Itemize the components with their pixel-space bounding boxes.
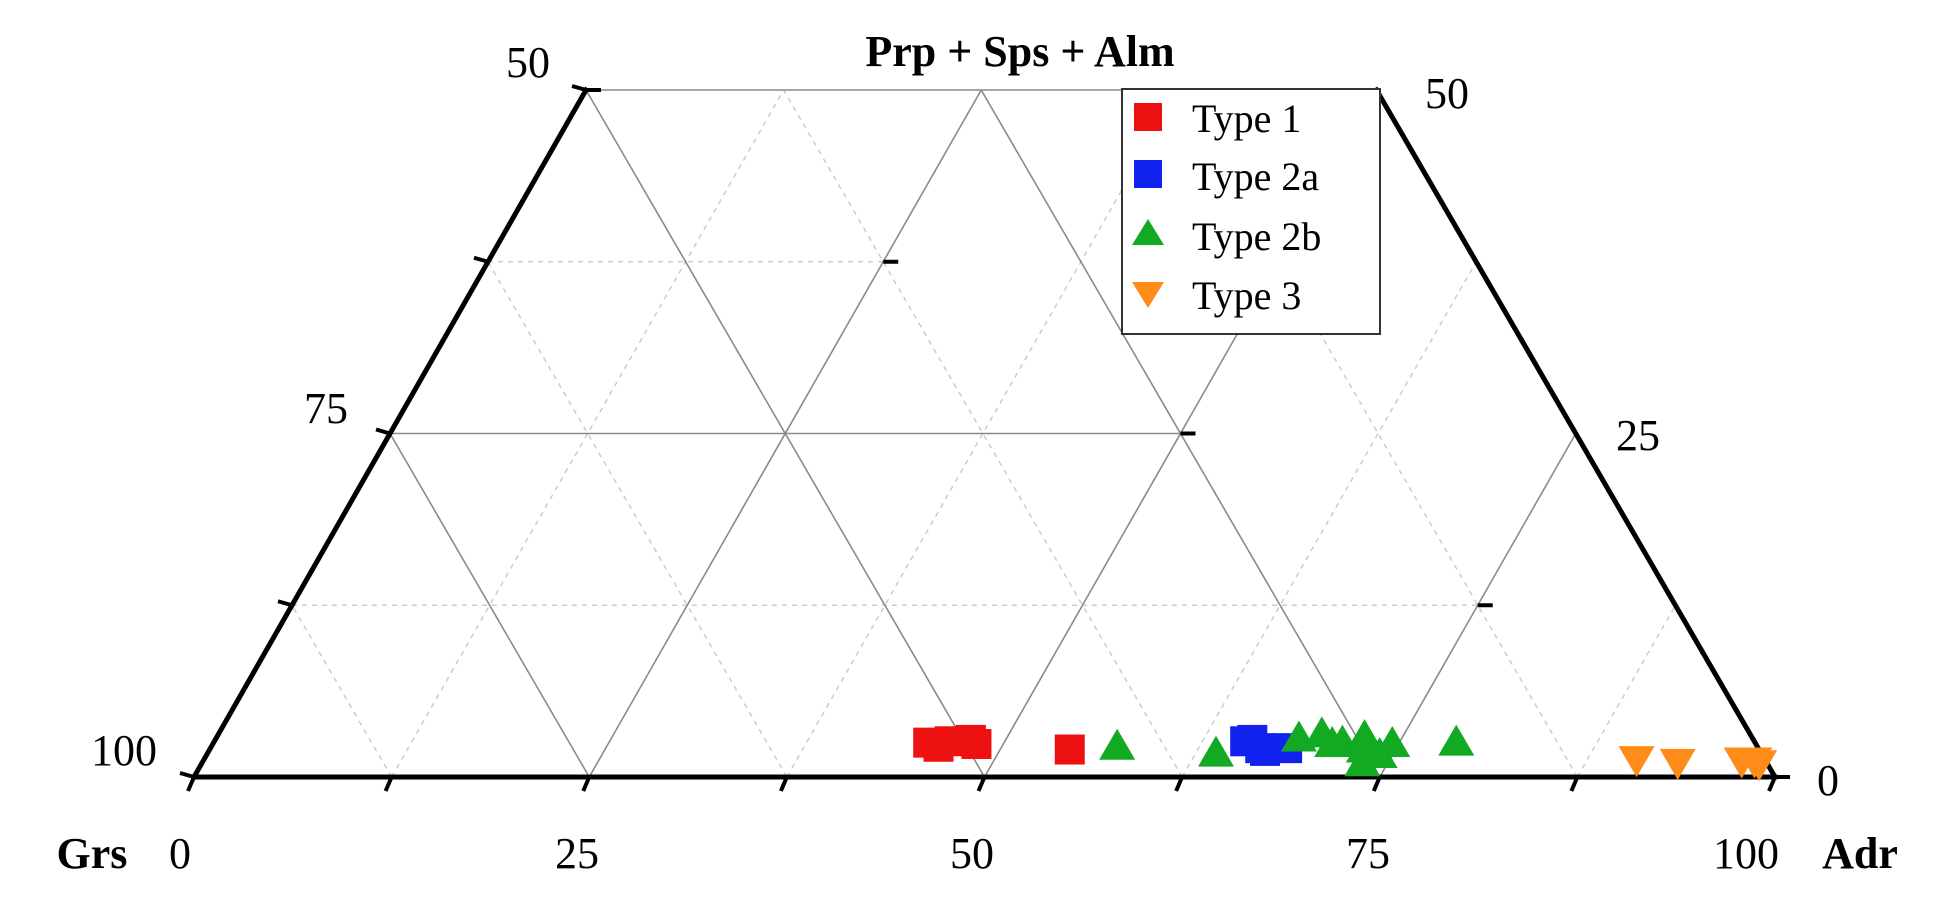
- grid-grs-25: [389, 433, 590, 778]
- tick-bottom-75: [1371, 776, 1382, 792]
- major-gridlines: [389, 89, 1577, 778]
- legend-label-type2b: Type 2b: [1192, 214, 1321, 259]
- tick-bottom-12.5: [383, 776, 394, 792]
- point-type2b-11: [1438, 724, 1475, 756]
- frame-right-edge: [1373, 86, 1779, 781]
- left-tick-label-100: 100: [91, 726, 157, 775]
- point-type2b-9: [1374, 726, 1411, 758]
- grid-grs-50: [585, 89, 986, 778]
- point-type2b-1: [1198, 735, 1235, 767]
- right-tick-label-25: 25: [1616, 411, 1660, 460]
- grid-grs-37.5: [487, 261, 788, 778]
- legend-label-type2a: Type 2a: [1192, 154, 1319, 199]
- grid-adr-62.5: [1181, 261, 1477, 778]
- legend-marker-type2b: [1132, 219, 1164, 245]
- grid-adr-37.5: [786, 89, 1180, 778]
- tick-marks: [179, 84, 1790, 792]
- point-type3-0: [1618, 746, 1655, 778]
- legend-label-type3: Type 3: [1192, 273, 1301, 318]
- bottom-tick-label-75: 75: [1346, 829, 1390, 878]
- tick-left-25: [375, 427, 391, 436]
- legend-marker-type1: [1134, 103, 1162, 131]
- left-tick-label-50: 50: [506, 38, 550, 87]
- point-type1-5: [1054, 734, 1085, 765]
- legend: Type 1 Type 2a Type 2b Type 3: [1121, 88, 1381, 335]
- tick-bottom-62.5: [1174, 776, 1184, 792]
- tick-left-50: [571, 84, 587, 92]
- tick-left-37.5: [473, 255, 489, 264]
- grid-adr-12.5: [390, 89, 785, 778]
- tick-bottom-0: [186, 776, 196, 792]
- tick-bottom-25: [581, 776, 592, 792]
- legend-label-type1: Type 1: [1192, 96, 1301, 141]
- grid-grs-62.5: [782, 89, 1183, 778]
- tick-bottom-37.5: [779, 776, 789, 792]
- point-type2b-10: [1344, 745, 1381, 777]
- legend-marker-type3: [1132, 282, 1164, 308]
- bottom-tick-label-25: 25: [555, 829, 599, 878]
- point-type3-1: [1659, 748, 1696, 780]
- bottom-tick-label-100: 100: [1713, 829, 1779, 878]
- tick-left-0: [179, 771, 195, 779]
- left-tick-label-75: 75: [304, 384, 348, 433]
- grid-adr-87.5: [1576, 604, 1677, 778]
- point-type3-4: [1741, 750, 1778, 782]
- point-type2b-0: [1099, 728, 1136, 760]
- apex-label-top: Prp + Sps + Alm: [865, 27, 1174, 76]
- corner-label-right: Adr: [1822, 829, 1898, 878]
- bottom-tick-label-0: 0: [169, 829, 191, 878]
- right-tick-label-50: 50: [1425, 69, 1469, 118]
- legend-box: [1121, 88, 1381, 335]
- tick-bottom-87.5: [1569, 776, 1580, 792]
- data-points: [913, 716, 1778, 782]
- point-type1-4: [961, 729, 992, 760]
- grid-grs-12.5: [291, 604, 393, 778]
- corner-label-left: Grs: [57, 829, 128, 878]
- legend-marker-type2a: [1134, 160, 1162, 188]
- tick-left-12.5: [277, 599, 293, 608]
- right-tick-label-0: 0: [1817, 756, 1839, 805]
- tick-bottom-50: [976, 776, 987, 792]
- tick-bottom-100: [1767, 776, 1777, 792]
- bottom-tick-label-50: 50: [950, 829, 994, 878]
